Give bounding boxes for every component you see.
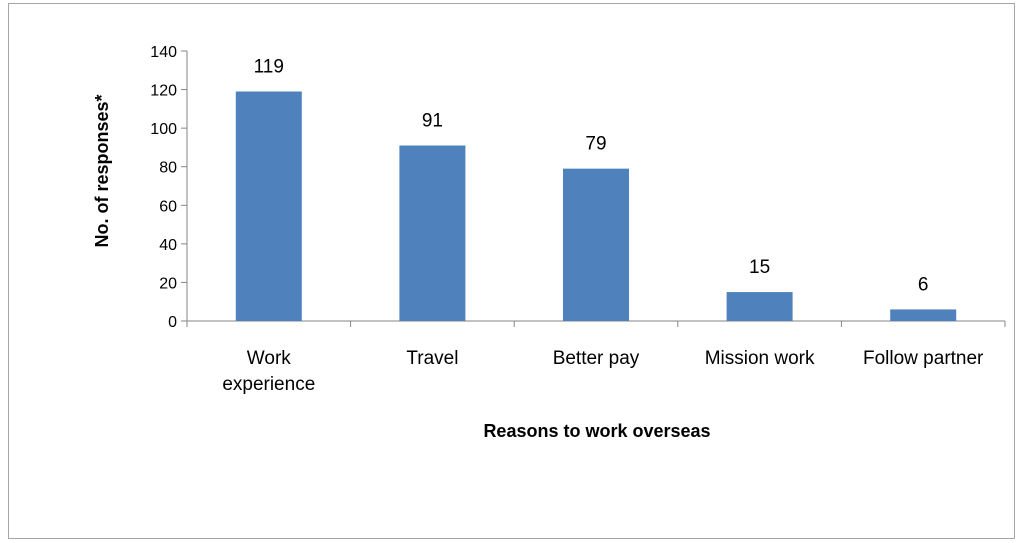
y-tick-label: 100	[150, 121, 177, 138]
category-label: Work	[247, 348, 291, 369]
category-label: Mission work	[705, 348, 815, 369]
category-label: experience	[222, 374, 315, 395]
data-label: 15	[749, 257, 770, 278]
y-tick-label: 20	[159, 275, 177, 292]
category-label: Travel	[406, 348, 458, 369]
category-label: Better pay	[553, 348, 640, 369]
data-label: 91	[422, 111, 443, 132]
bar	[890, 309, 957, 321]
y-tick-label: 40	[159, 237, 177, 254]
y-tick-label: 80	[159, 160, 177, 177]
bar	[399, 145, 466, 321]
data-labels: 119 91 79 15 6	[254, 57, 929, 296]
data-label: 6	[918, 274, 929, 295]
y-tick-label: 120	[150, 83, 177, 100]
data-label: 79	[585, 134, 606, 155]
y-axis-title: No. of responses*	[92, 94, 112, 247]
y-tick-label: 140	[150, 44, 177, 61]
y-tick-label: 60	[159, 198, 177, 215]
category-labels: Work experience Travel Better pay Mission wo…	[222, 348, 984, 395]
bar	[726, 292, 793, 321]
bar	[235, 91, 302, 321]
bar	[563, 168, 629, 321]
y-axis: 0 20 40 60 80 100 120 140	[150, 44, 188, 331]
y-tick-label: 0	[168, 314, 177, 331]
x-axis	[186, 320, 1006, 327]
x-axis-title: Reasons to work overseas	[483, 421, 710, 441]
chart-frame	[8, 3, 1015, 539]
bars	[235, 91, 957, 321]
category-label: Follow partner	[863, 348, 984, 369]
data-label: 119	[254, 57, 284, 78]
